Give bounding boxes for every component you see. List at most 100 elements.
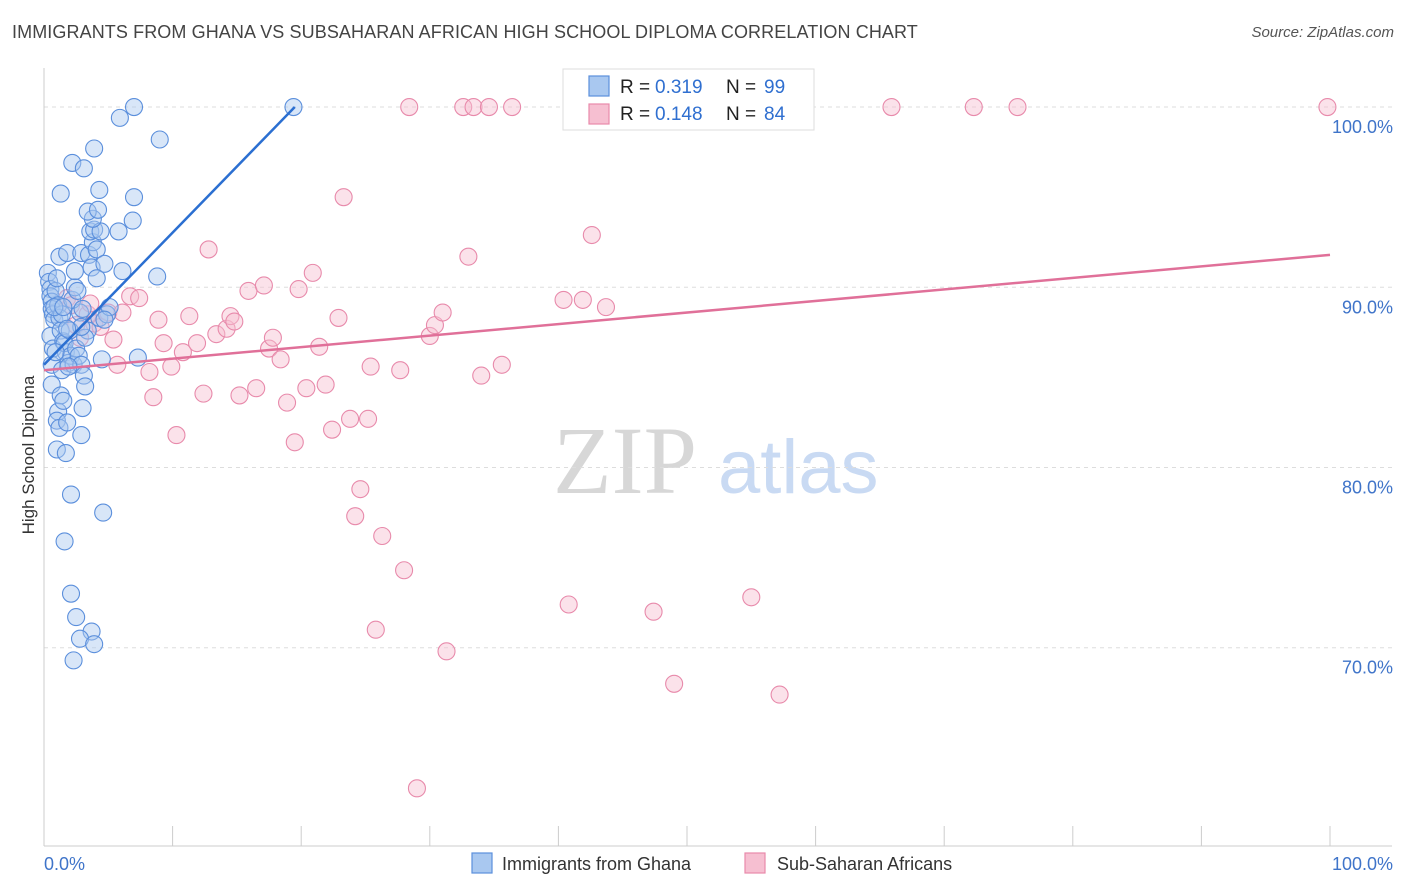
ghana-point xyxy=(124,188,144,207)
ssa-point xyxy=(180,307,199,326)
axis-layer: 70.0% 80.0% 90.0% 100.0% 0.0% 100.0% xyxy=(43,68,1393,874)
ssa-point xyxy=(254,276,273,295)
chart-title: IMMIGRANTS FROM GHANA VS SUBSAHARAN AFRI… xyxy=(12,22,918,42)
ssa-point xyxy=(464,98,483,117)
ssa-point xyxy=(573,290,592,309)
y-tick-label: 80.0% xyxy=(1342,478,1393,498)
ghana-point xyxy=(87,240,106,259)
ssa-point xyxy=(407,779,426,798)
legend-n-value-2: 84 xyxy=(764,104,786,125)
ssa-point xyxy=(395,561,414,580)
ssa-point xyxy=(359,409,378,428)
ssa-point xyxy=(492,355,511,374)
bottom-legend-swatch-ssa xyxy=(744,852,766,874)
ssa-point xyxy=(391,361,410,380)
ghana-point xyxy=(90,180,109,200)
ssa-point xyxy=(361,357,380,376)
ssa-point xyxy=(144,388,163,407)
correlation-legend: R = 0.319 N = 99 R = 0.148 N = 84 xyxy=(562,68,815,131)
ssa-point xyxy=(104,330,123,349)
ghana-point xyxy=(113,262,132,281)
legend-swatch-ghana xyxy=(588,75,610,97)
ssa-point xyxy=(644,602,663,621)
ghana-point xyxy=(87,269,106,288)
y-axis-label: High School Diploma xyxy=(19,375,38,534)
ssa-point xyxy=(433,303,452,322)
ssa-point xyxy=(742,588,761,607)
ssa-point xyxy=(882,98,901,117)
ssa-point xyxy=(271,350,290,369)
ghana-point xyxy=(76,328,95,347)
ssa-point xyxy=(559,595,578,614)
ghana-point xyxy=(150,130,169,149)
ssa-point xyxy=(323,420,342,439)
ghana-point xyxy=(58,413,77,432)
ssa-point xyxy=(503,98,522,117)
ssa-point xyxy=(582,225,601,245)
ghana-point xyxy=(47,269,66,288)
ssa-point xyxy=(230,386,249,405)
ghana-point xyxy=(85,635,104,654)
ssa-point xyxy=(187,334,207,353)
y-tick-label: 100.0% xyxy=(1332,117,1393,137)
ghana-point xyxy=(148,267,167,286)
ssa-point xyxy=(297,379,316,398)
ssa-point xyxy=(334,188,353,207)
ssa-point xyxy=(454,98,473,117)
ghana-point xyxy=(64,651,83,670)
ghana-point xyxy=(54,298,73,317)
ssa-point xyxy=(770,685,789,704)
ssa-point xyxy=(121,287,140,306)
ssa-point xyxy=(329,308,348,327)
ghana-point xyxy=(76,377,95,396)
ssa-point xyxy=(341,409,360,428)
ghana-point xyxy=(58,319,77,338)
legend-r-label-2: R = xyxy=(620,104,650,125)
trend-layer xyxy=(43,106,1331,372)
ssa-point xyxy=(665,674,684,693)
ssa-point xyxy=(366,620,385,639)
ssa-point xyxy=(1318,98,1337,117)
ssa-point xyxy=(154,334,173,353)
watermark-zip: ZIP xyxy=(553,407,697,514)
ghana-point xyxy=(61,485,81,504)
ghana-point xyxy=(123,211,142,230)
legend-r-value-1: 0.319 xyxy=(655,77,703,98)
ghana-point xyxy=(85,139,104,158)
legend-r-value-2: 0.148 xyxy=(655,104,703,125)
ghana-point xyxy=(109,222,128,241)
ssa-point xyxy=(373,526,392,546)
ssa-point xyxy=(199,240,218,259)
ghana-point xyxy=(73,398,92,418)
ssa-point xyxy=(459,247,478,266)
ssa-point xyxy=(130,289,149,308)
ssa-point xyxy=(194,384,213,403)
ssa-point xyxy=(162,357,181,376)
ghana-point xyxy=(63,153,82,172)
x-tick-label-start: 0.0% xyxy=(44,854,85,874)
ghana-point xyxy=(72,426,91,445)
legend-n-label-1: N = xyxy=(726,77,756,98)
ssa-point xyxy=(263,328,282,347)
ghana-point xyxy=(94,503,113,522)
ssa-point xyxy=(289,280,308,299)
ghana-point xyxy=(58,243,77,263)
ssa-point xyxy=(1008,98,1027,117)
ghana-point xyxy=(95,310,114,329)
y-tick-label: 70.0% xyxy=(1342,658,1393,678)
ghana-point xyxy=(74,159,93,178)
legend-n-value-1: 99 xyxy=(764,77,785,98)
ghana-point xyxy=(68,281,87,300)
ghana-point xyxy=(70,629,90,648)
ssa-point xyxy=(278,393,297,412)
ghana-point xyxy=(88,200,108,219)
legend-r-label-1: R = xyxy=(620,77,650,98)
y-tick-label: 90.0% xyxy=(1342,297,1393,317)
ghana-point xyxy=(54,391,73,410)
ghana-point xyxy=(73,299,92,318)
ghana-point xyxy=(47,440,66,459)
x-tick-label-end: 100.0% xyxy=(1332,854,1393,874)
ssa-trend-line xyxy=(43,253,1331,372)
ghana-point xyxy=(95,254,114,273)
